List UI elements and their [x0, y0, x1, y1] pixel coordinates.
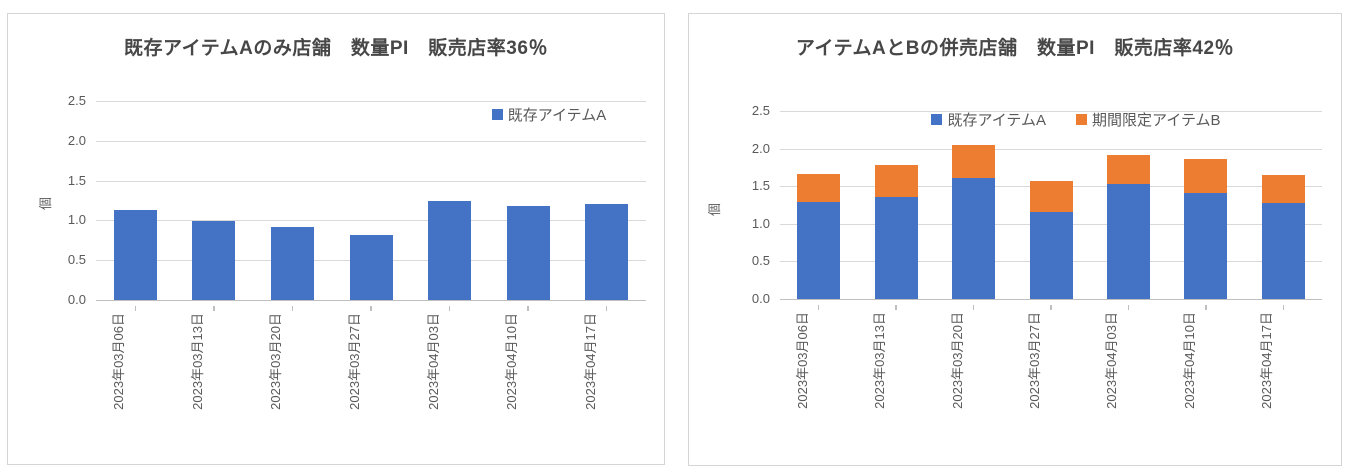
- bar-segment-item-a: [874, 196, 918, 299]
- x-tick-label: 2023年03月20日: [949, 312, 965, 409]
- chart-legend: 既存アイテムA: [476, 102, 622, 126]
- gridline: [780, 148, 1322, 150]
- y-tick-label: 2.0: [67, 132, 86, 148]
- x-tick-label: 2023年03月20日: [268, 313, 284, 410]
- x-tick-label: 2023年04月17日: [1259, 312, 1275, 409]
- x-axis-tick: [605, 306, 608, 311]
- gridline: [96, 220, 646, 222]
- gridline: [96, 140, 646, 142]
- legend-swatch-icon: [1076, 113, 1087, 125]
- legend-label: 既存アイテムA: [947, 111, 1046, 129]
- legend-swatch-icon: [491, 108, 503, 120]
- bar-segment-item-a: [113, 210, 157, 300]
- gridline: [96, 101, 646, 102]
- legend-label: 期間限定アイテムB: [1092, 111, 1221, 129]
- x-axis-tick: [972, 305, 975, 310]
- x-axis-tick: [213, 306, 215, 311]
- bar-segment-item-b: [1029, 180, 1073, 212]
- legend-label: 既存アイテムA: [507, 106, 607, 124]
- y-tick-label: 2.5: [67, 93, 86, 108]
- y-tick-label: 2.0: [751, 140, 770, 156]
- bar-segment-item-b: [1106, 155, 1150, 184]
- x-axis-tick: [448, 306, 451, 311]
- x-axis-tick: [370, 306, 372, 311]
- bar-segment-item-a: [1106, 183, 1150, 299]
- x-tick-label: 2023年04月17日: [582, 313, 598, 410]
- y-tick-label: 1.0: [67, 212, 86, 228]
- bar-segment-item-a: [952, 177, 996, 299]
- x-tick-label: 2023年03月13日: [189, 313, 205, 410]
- x-axis-tick: [895, 305, 897, 310]
- chart-card-item-a-only: 既存アイテムAのみ店舗 数量PI 販売店率36％ 既存アイテムA 0.0 0.5 1…: [7, 13, 665, 465]
- gridline: [96, 180, 646, 182]
- y-axis-title: 個: [38, 196, 54, 211]
- chart-title: 既存アイテムAのみ店舗 数量PI 販売店率36％: [124, 38, 548, 59]
- bar-segment-item-a: [797, 201, 841, 299]
- bar-segment-item-a: [270, 226, 314, 300]
- y-tick-label: 1.0: [751, 215, 770, 231]
- x-tick-label: 2023年03月27日: [347, 313, 362, 410]
- legend-item: 期間限定アイテムB: [1076, 109, 1221, 130]
- x-axis-tick: [1127, 305, 1130, 310]
- chart-plot-area: 0.0 0.5 1.0 1.5 2.0 2.5 個 2023年03月06日 2023年03月13…: [8, 14, 664, 464]
- x-axis-line: [780, 299, 1322, 300]
- x-axis-tick: [817, 305, 820, 310]
- x-axis-tick: [134, 306, 137, 311]
- x-tick-label: 2023年03月13日: [872, 312, 888, 409]
- gridline: [780, 111, 1322, 112]
- bar-segment-item-b: [1261, 174, 1305, 204]
- legend-item: 既存アイテムA: [931, 109, 1046, 130]
- bar-segment-item-b: [874, 165, 918, 197]
- bar-segment-item-a: [349, 234, 393, 300]
- bar-segment-item-a: [1261, 203, 1305, 299]
- bar-segment-item-a: [506, 206, 550, 300]
- x-tick-label: 2023年04月03日: [1104, 312, 1120, 409]
- y-tick-label: 0.5: [751, 253, 770, 269]
- x-tick-label: 2023年04月10日: [1181, 312, 1197, 409]
- y-tick-label: 0.0: [67, 292, 86, 307]
- x-tick-label: 2023年03月27日: [1027, 312, 1042, 409]
- y-axis-title: 個: [707, 202, 723, 217]
- bar-segment-item-b: [952, 144, 996, 178]
- x-axis-tick: [1205, 305, 1207, 310]
- y-tick-label: 0.5: [67, 252, 86, 268]
- x-axis-tick: [1282, 305, 1285, 310]
- x-tick-label: 2023年04月03日: [425, 313, 441, 410]
- bar-segment-item-a: [1029, 211, 1073, 299]
- chart-title: アイテムAとBの併売店舗 数量PI 販売店率42％: [795, 38, 1235, 59]
- x-tick-label: 2023年04月10日: [504, 313, 520, 410]
- bar-segment-item-a: [428, 201, 472, 300]
- bar-segment-item-a: [585, 204, 629, 300]
- x-axis-tick: [291, 306, 294, 311]
- legend-swatch-icon: [931, 113, 943, 125]
- x-tick-label: 2023年03月06日: [111, 313, 127, 410]
- x-tick-label: 2023年03月06日: [794, 312, 810, 409]
- x-axis-tick: [1050, 305, 1052, 310]
- legend-item: 既存アイテムA: [491, 104, 607, 125]
- chart-card-items-a-and-b: アイテムAとBの併売店舗 数量PI 販売店率42％ 既存アイテムA 期間限定アイテ…: [688, 13, 1342, 466]
- bar-segment-item-a: [1184, 192, 1228, 299]
- y-tick-label: 2.5: [751, 103, 770, 118]
- bar-segment-item-b: [797, 174, 841, 202]
- bar-segment-item-b: [1184, 159, 1228, 193]
- y-tick-label: 1.5: [751, 178, 770, 194]
- x-axis-line: [96, 300, 646, 301]
- x-axis-tick: [527, 306, 529, 311]
- bar-segment-item-a: [192, 221, 236, 300]
- y-tick-label: 0.0: [751, 291, 770, 306]
- y-tick-label: 1.5: [67, 172, 86, 188]
- chart-plot-area: 0.0 0.5 1.0 1.5 2.0 2.5 個 2023年03月06日 2023年03月13…: [689, 14, 1341, 465]
